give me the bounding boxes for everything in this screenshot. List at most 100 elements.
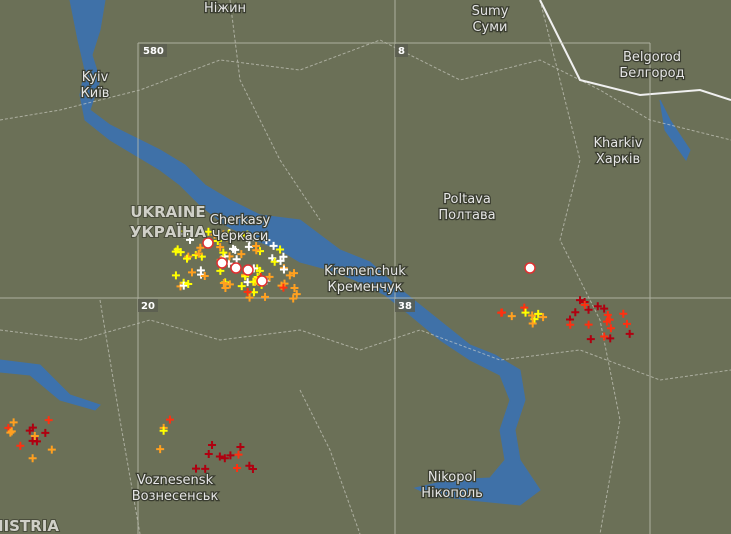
strike xyxy=(239,231,248,240)
strike xyxy=(580,300,589,309)
grid-label-bg xyxy=(395,44,408,57)
place-local-name: Белгород xyxy=(619,66,684,81)
place-name: Kremenchuk xyxy=(324,264,406,279)
strike xyxy=(276,245,285,254)
strike xyxy=(232,255,241,264)
strike-ring xyxy=(242,264,254,276)
place-local-name: Кременчук xyxy=(327,280,402,295)
strike xyxy=(9,418,18,427)
strike xyxy=(606,334,615,343)
place-local-name: Вознесенськ xyxy=(132,489,219,504)
strike xyxy=(521,308,530,317)
strike xyxy=(216,243,225,252)
strike xyxy=(539,313,548,322)
strike xyxy=(534,309,543,318)
strike xyxy=(28,436,37,445)
strike xyxy=(208,441,217,450)
strike xyxy=(6,428,15,437)
strike xyxy=(187,268,196,277)
strike xyxy=(520,303,529,312)
strike xyxy=(41,428,50,437)
strike xyxy=(593,302,602,311)
strike xyxy=(498,308,507,317)
strike xyxy=(213,237,222,246)
place-local-name: Нікополь xyxy=(421,486,483,501)
strike xyxy=(192,464,201,473)
strike xyxy=(237,282,246,291)
strike xyxy=(47,445,56,454)
strike xyxy=(619,309,628,318)
place-local-name: Харків xyxy=(596,152,640,167)
strike xyxy=(290,269,299,278)
strike xyxy=(289,294,298,303)
strike xyxy=(625,329,634,338)
strike xyxy=(219,278,228,287)
strike xyxy=(237,250,246,259)
strike-ring xyxy=(230,262,242,274)
place-name: Sumy xyxy=(472,4,509,19)
strike xyxy=(234,450,243,459)
place-name: Cherkasy xyxy=(210,213,271,228)
strike xyxy=(603,310,612,319)
strike xyxy=(180,230,189,239)
strike xyxy=(201,464,210,473)
strike xyxy=(245,236,254,245)
border xyxy=(539,0,731,101)
strike xyxy=(28,454,37,463)
grid-label: 580 xyxy=(143,46,164,57)
place-name: Kyiv xyxy=(82,70,109,85)
strike xyxy=(606,324,615,333)
place-name: Ніжин xyxy=(204,1,246,16)
strike xyxy=(159,426,168,435)
strike xyxy=(584,320,593,329)
place-local-name: Полтава xyxy=(438,208,495,223)
strike xyxy=(204,450,213,459)
country-local-name: УКРАЇНА xyxy=(130,222,207,241)
strike xyxy=(156,445,165,454)
strike xyxy=(279,265,288,274)
water xyxy=(0,0,691,506)
strike xyxy=(571,308,580,317)
strike xyxy=(279,252,288,261)
strike xyxy=(165,415,174,424)
strike xyxy=(44,416,53,425)
strike xyxy=(279,283,288,292)
strike xyxy=(210,230,219,239)
strike xyxy=(179,281,188,290)
strike xyxy=(265,272,274,281)
strike xyxy=(233,463,242,472)
strike xyxy=(622,319,631,328)
strike xyxy=(30,431,39,440)
strike xyxy=(186,235,195,244)
strike-ring xyxy=(524,262,536,274)
strike xyxy=(584,305,593,314)
lightning xyxy=(4,227,634,473)
strike xyxy=(245,461,254,470)
grid-label: 20 xyxy=(141,301,155,312)
grid-label: 38 xyxy=(398,301,412,312)
region-name: NISTRIA xyxy=(0,517,59,534)
grid-label-bg xyxy=(138,299,158,312)
strike xyxy=(605,315,614,324)
strike xyxy=(600,332,609,341)
strike xyxy=(236,443,245,451)
place-name: Belgorod xyxy=(623,50,681,65)
strike xyxy=(176,248,185,257)
strike xyxy=(292,290,301,299)
strike xyxy=(244,242,253,251)
place-name: Poltava xyxy=(443,192,491,207)
strike xyxy=(262,236,271,245)
strike-ring xyxy=(202,237,214,249)
strike xyxy=(566,320,575,329)
grid-label-bg xyxy=(395,299,415,312)
place-name: Nikopol xyxy=(428,470,476,485)
strike xyxy=(285,271,294,280)
strike xyxy=(507,312,516,321)
strike xyxy=(194,249,203,258)
grid-label-bg xyxy=(140,44,167,57)
place-name: Voznesensk xyxy=(137,473,214,488)
strike xyxy=(196,243,205,252)
